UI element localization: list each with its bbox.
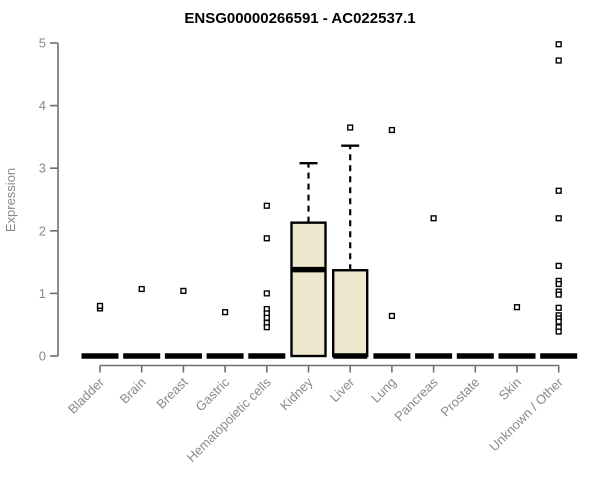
y-tick-label: 2 — [39, 223, 46, 238]
zero-box — [373, 353, 411, 359]
outlier-point — [513, 304, 521, 311]
zero-box — [540, 353, 578, 359]
y-tick-label: 1 — [39, 286, 46, 301]
category-label: Bladder — [65, 374, 108, 417]
category-label: Unknown / Other — [486, 374, 566, 454]
zero-box — [456, 353, 494, 359]
outlier-point — [96, 302, 104, 310]
category-label: Lung — [368, 375, 399, 406]
box — [332, 269, 369, 358]
median-line — [291, 266, 326, 273]
y-tick-label: 3 — [39, 161, 46, 176]
outlier-point — [263, 290, 270, 297]
y-tick-label: 4 — [39, 98, 46, 113]
outlier-point — [347, 124, 354, 131]
outlier-point — [555, 280, 562, 288]
outlier-point — [555, 318, 562, 325]
outlier-point — [555, 57, 562, 64]
y-tick-label: 0 — [39, 349, 46, 364]
category-label: Breast — [153, 374, 190, 411]
outlier-point — [555, 41, 562, 48]
outlier-point — [263, 202, 270, 209]
outlier-point — [180, 287, 187, 294]
outlier-point — [263, 324, 270, 331]
outlier-point — [263, 314, 270, 321]
y-axis-label: Expression — [3, 168, 18, 232]
outlier-point — [221, 309, 229, 316]
y-tick-label: 5 — [39, 36, 46, 51]
outlier-point — [555, 215, 562, 222]
category-label: Skin — [496, 375, 524, 403]
category-label: Kidney — [277, 374, 316, 413]
outlier-point — [555, 291, 562, 298]
zero-box — [248, 353, 286, 359]
outlier-point — [555, 304, 562, 311]
outlier-point — [263, 235, 270, 242]
zero-box — [206, 353, 244, 359]
zero-box — [415, 353, 453, 359]
category-label: Liver — [327, 374, 358, 405]
zero-box — [498, 353, 536, 359]
box — [290, 221, 327, 358]
median-line — [333, 353, 368, 359]
zero-box — [81, 353, 119, 359]
category-label: Pancreas — [391, 374, 441, 424]
outlier-point — [555, 328, 562, 335]
outlier-point — [555, 187, 562, 194]
outlier-point — [555, 262, 562, 269]
category-label: Gastric — [193, 374, 233, 414]
zero-box — [123, 353, 161, 359]
category-label: Prostate — [438, 375, 483, 420]
chart-title: ENSG00000266591 - AC022537.1 — [184, 10, 415, 27]
outlier-point — [388, 312, 396, 320]
category-label: Brain — [117, 375, 149, 407]
zero-box — [164, 353, 202, 359]
outlier-point — [430, 215, 437, 222]
outlier-point — [388, 126, 396, 134]
outlier-point — [138, 285, 145, 293]
